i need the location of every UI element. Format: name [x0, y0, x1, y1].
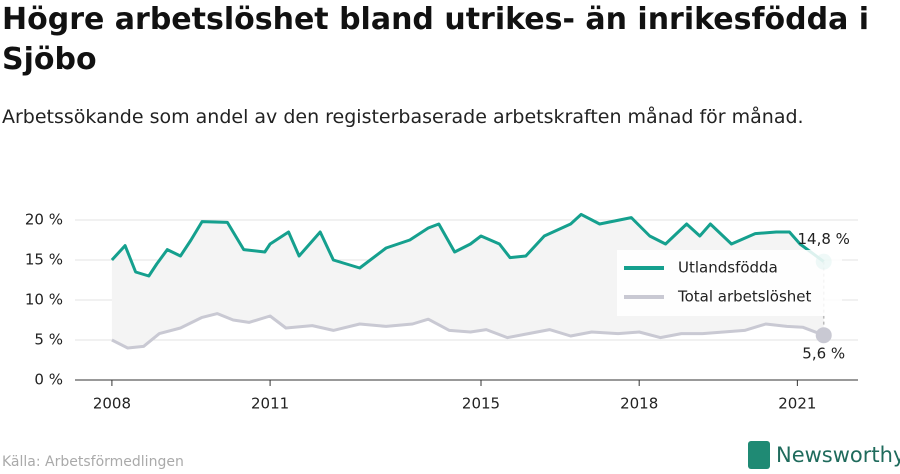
brand: Newsworthy — [748, 441, 900, 469]
chart-subtitle: Arbetssökande som andel av den registerb… — [2, 106, 804, 128]
data-label: 5,6 % — [802, 345, 845, 363]
y-tick-label: 15 % — [25, 251, 63, 269]
chart-title: Högre arbetslöshet bland utrikes- än inr… — [2, 2, 870, 77]
line — [110, 212, 825, 278]
legend-label: Total arbetslöshet — [677, 288, 812, 306]
brand-name: Newsworthy — [776, 443, 900, 467]
data-label: 14,8 % — [798, 230, 850, 248]
line — [111, 312, 825, 350]
y-tick-label: 10 % — [25, 291, 63, 309]
x-tick-label: 2021 — [778, 395, 816, 413]
legend: Utlandsfödda Total arbetslöshet — [617, 250, 842, 316]
end-marker — [815, 327, 832, 344]
x-tick-label: 2011 — [251, 395, 289, 413]
source: Källa: Arbetsförmedlingen — [2, 454, 184, 470]
legend-box — [617, 250, 842, 316]
x-tick-label: 2018 — [620, 395, 658, 413]
x-tick-label: 2008 — [93, 395, 131, 413]
y-tick-label: 0 % — [34, 371, 63, 389]
y-tick-label: 20 % — [25, 211, 63, 229]
logo — [748, 441, 770, 469]
x-tick-label: 2015 — [462, 395, 500, 413]
legend-label: Utlandsfödda — [678, 259, 778, 277]
y-tick-label: 5 % — [34, 331, 63, 349]
